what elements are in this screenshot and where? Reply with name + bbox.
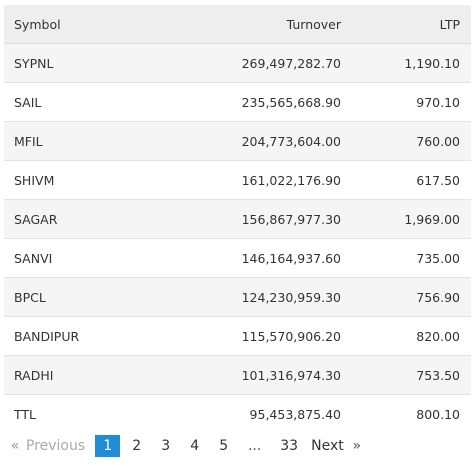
turnover-cell: 156,867,977.30 [154, 199, 347, 239]
column-header-turnover[interactable]: Turnover [154, 5, 347, 44]
pagination: « Previous 1 2 3 4 5 ... 33 Next » [4, 435, 366, 457]
turnover-cell: 95,453,875.40 [154, 394, 347, 433]
turnover-cell: 124,230,959.30 [154, 277, 347, 317]
ltp-cell: 617.50 [347, 160, 471, 200]
turnover-cell: 161,022,176.90 [154, 160, 347, 200]
symbol-cell: RADHI [4, 355, 154, 395]
symbol-cell: SANVI [4, 238, 154, 278]
page-1-button[interactable]: 1 [95, 435, 121, 457]
ltp-cell: 970.10 [347, 82, 471, 122]
turnover-cell: 146,164,937.60 [154, 238, 347, 278]
table-row: BANDIPUR 115,570,906.20 820.00 [4, 316, 471, 356]
column-header-ltp[interactable]: LTP [347, 5, 471, 44]
page-3-button[interactable]: 3 [161, 438, 171, 454]
table-row: SYPNL 269,497,282.70 1,190.10 [4, 43, 471, 83]
pagination-ellipsis: ... [247, 438, 262, 454]
turnover-cell: 115,570,906.20 [154, 316, 347, 356]
table-row: SANVI 146,164,937.60 735.00 [4, 238, 471, 278]
symbol-cell: SYPNL [4, 43, 154, 83]
turnover-cell: 101,316,974.30 [154, 355, 347, 395]
ltp-cell: 760.00 [347, 121, 471, 161]
symbol-cell: BPCL [4, 277, 154, 317]
ltp-cell: 820.00 [347, 316, 471, 356]
turnover-table: Symbol Turnover LTP SYPNL 269,497,282.70… [4, 5, 471, 433]
next-page-button[interactable]: Next [311, 438, 344, 454]
table-row: TTL 95,453,875.40 800.10 [4, 394, 471, 433]
symbol-cell: MFIL [4, 121, 154, 161]
ltp-cell: 756.90 [347, 277, 471, 317]
table-row: MFIL 204,773,604.00 760.00 [4, 121, 471, 161]
table-row: RADHI 101,316,974.30 753.50 [4, 355, 471, 395]
table-row: SHIVM 161,022,176.90 617.50 [4, 160, 471, 200]
turnover-cell: 269,497,282.70 [154, 43, 347, 83]
previous-page-button[interactable]: Previous [26, 438, 86, 454]
ltp-cell: 1,190.10 [347, 43, 471, 83]
ltp-cell: 753.50 [347, 355, 471, 395]
ltp-cell: 1,969.00 [347, 199, 471, 239]
symbol-cell: TTL [4, 394, 154, 433]
table-header-row: Symbol Turnover LTP [4, 5, 471, 44]
ltp-cell: 735.00 [347, 238, 471, 278]
symbol-cell: SAGAR [4, 199, 154, 239]
page-4-button[interactable]: 4 [190, 438, 200, 454]
symbol-cell: SHIVM [4, 160, 154, 200]
symbol-cell: SAIL [4, 82, 154, 122]
table-row: BPCL 124,230,959.30 756.90 [4, 277, 471, 317]
table-row: SAIL 235,565,668.90 970.10 [4, 82, 471, 122]
page-33-button[interactable]: 33 [280, 438, 299, 454]
turnover-cell: 204,773,604.00 [154, 121, 347, 161]
last-page-arrow-icon[interactable]: » [352, 438, 362, 454]
column-header-symbol[interactable]: Symbol [4, 5, 154, 44]
page-5-button[interactable]: 5 [219, 438, 229, 454]
turnover-cell: 235,565,668.90 [154, 82, 347, 122]
symbol-cell: BANDIPUR [4, 316, 154, 356]
first-page-arrow-icon[interactable]: « [10, 438, 20, 454]
table-row: SAGAR 156,867,977.30 1,969.00 [4, 199, 471, 239]
ltp-cell: 800.10 [347, 394, 471, 433]
page-2-button[interactable]: 2 [132, 438, 142, 454]
